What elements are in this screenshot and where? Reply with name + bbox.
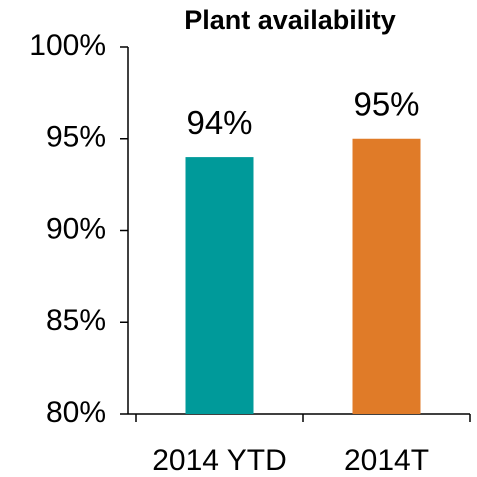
y-tick-label: 85% — [46, 304, 106, 337]
x-tick-label: 2014T — [344, 444, 429, 477]
y-tick-label: 90% — [46, 212, 106, 245]
x-tick-label: 2014 YTD — [152, 444, 287, 477]
bar — [352, 138, 421, 414]
y-tick-label: 80% — [46, 396, 106, 429]
bar — [185, 157, 254, 414]
chart-title: Plant availability — [184, 5, 396, 35]
y-tick-label: 95% — [46, 121, 106, 154]
y-tick-label: 100% — [29, 29, 106, 62]
value-label: 94% — [186, 104, 252, 141]
value-label: 95% — [353, 85, 419, 122]
